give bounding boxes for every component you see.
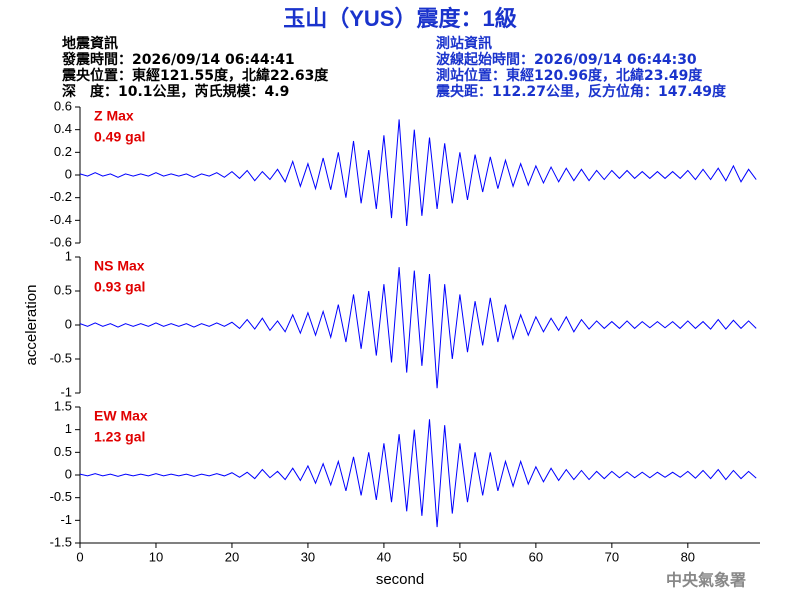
footer: 中央氣象署 bbox=[666, 571, 746, 590]
y-axis-label: acceleration bbox=[23, 285, 40, 366]
y-tick-label: 0.6 bbox=[54, 98, 72, 113]
x-tick-label: 40 bbox=[377, 549, 391, 564]
annotation: 0.49 gal bbox=[94, 129, 145, 145]
y-tick-label: 1.5 bbox=[54, 398, 72, 413]
header-right: 測站資訊 bbox=[436, 35, 492, 52]
y-tick-label: 0.2 bbox=[54, 144, 72, 159]
y-tick-label: -0.5 bbox=[50, 489, 72, 504]
y-tick-label: -1 bbox=[60, 512, 72, 527]
x-axis-label: second bbox=[376, 571, 424, 588]
y-tick-label: -0.6 bbox=[50, 234, 72, 249]
chart-title: 玉山（YUS）震度：1級 bbox=[283, 6, 516, 31]
header-left: 震央位置：東經121.55度，北緯22.63度 bbox=[61, 67, 329, 84]
y-tick-label: 0.5 bbox=[54, 444, 72, 459]
y-tick-label: 0 bbox=[65, 166, 72, 181]
y-tick-label: 1 bbox=[65, 248, 72, 263]
waveform bbox=[79, 419, 757, 528]
x-tick-label: 10 bbox=[149, 549, 163, 564]
x-tick-label: 20 bbox=[225, 549, 239, 564]
y-tick-label: -0.5 bbox=[50, 350, 72, 365]
annotation: 0.93 gal bbox=[94, 279, 145, 295]
y-tick-label: -1 bbox=[60, 384, 72, 399]
annotation: EW Max bbox=[94, 408, 148, 424]
x-tick-label: 70 bbox=[605, 549, 619, 564]
y-tick-label: -1.5 bbox=[50, 534, 72, 549]
annotation: Z Max bbox=[94, 108, 134, 124]
annotation: 1.23 gal bbox=[94, 429, 145, 445]
y-tick-label: 0.4 bbox=[54, 121, 72, 136]
header-left: 深 度：10.1公里，芮氏規模：4.9 bbox=[62, 83, 289, 100]
header-right: 波線起始時間：2026/09/14 06:44:30 bbox=[436, 51, 697, 68]
x-tick-label: 60 bbox=[529, 549, 543, 564]
y-tick-label: -0.4 bbox=[50, 212, 72, 227]
header-left: 發震時間：2026/09/14 06:44:41 bbox=[61, 51, 295, 68]
y-tick-label: 0.5 bbox=[54, 282, 72, 297]
header-left: 地震資訊 bbox=[62, 35, 118, 52]
y-tick-label: 0 bbox=[65, 466, 72, 481]
x-tick-label: 0 bbox=[76, 549, 83, 564]
annotation: NS Max bbox=[94, 258, 145, 274]
waveform bbox=[79, 267, 757, 389]
x-tick-label: 50 bbox=[453, 549, 467, 564]
x-tick-label: 30 bbox=[301, 549, 315, 564]
header-right: 震央距：112.27公里，反方位角：147.49度 bbox=[435, 83, 727, 100]
header-right: 測站位置：東經120.96度，北緯23.49度 bbox=[436, 67, 703, 84]
waveform bbox=[79, 119, 757, 227]
y-tick-label: -0.2 bbox=[50, 189, 72, 204]
x-tick-label: 80 bbox=[681, 549, 695, 564]
y-tick-label: 1 bbox=[65, 421, 72, 436]
y-tick-label: 0 bbox=[65, 316, 72, 331]
